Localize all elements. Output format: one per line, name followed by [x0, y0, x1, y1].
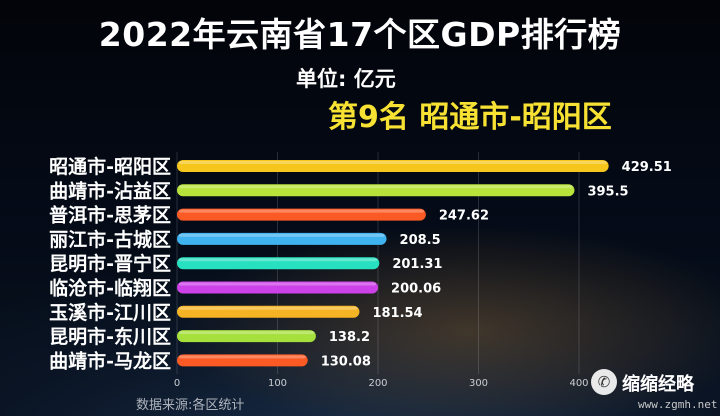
- category-label: 昆明市-东川区: [49, 325, 171, 348]
- value-label: 395.5: [587, 184, 628, 199]
- category-label: 曲靖市-沾益区: [49, 179, 171, 202]
- unit-label: 单位: 亿元: [296, 67, 396, 91]
- bar: [177, 354, 308, 367]
- bar: [177, 232, 387, 245]
- bar-highlight: [179, 233, 385, 237]
- category-label: 临沧市-临翔区: [49, 277, 171, 300]
- bar-highlight: [179, 161, 607, 164]
- bar: [177, 330, 316, 343]
- category-label: 玉溪市-江川区: [49, 301, 171, 324]
- bar-highlight: [179, 306, 358, 310]
- category-label: 昭通市-昭阳区: [49, 155, 171, 178]
- category-label: 曲靖市-马龙区: [49, 349, 171, 372]
- category-label: 昆明市-晋宁区: [49, 252, 171, 275]
- wechat-icon: ✆: [591, 369, 617, 395]
- value-label: 429.51: [622, 160, 672, 175]
- rank-highlight: 第9名 昭通市-昭阳区: [328, 100, 612, 135]
- value-label: 208.5: [400, 233, 441, 248]
- bar: [177, 208, 426, 221]
- value-label: 200.06: [391, 282, 441, 297]
- watermark-text: 缩缩经略: [622, 374, 694, 395]
- bar: [177, 305, 360, 318]
- bar-highlight: [179, 209, 424, 213]
- bar-highlight: [179, 185, 573, 189]
- x-tick-label: 100: [268, 378, 287, 389]
- x-tick-label: 200: [368, 378, 387, 389]
- x-tick-label: 0: [174, 378, 180, 389]
- bar-highlight: [179, 331, 314, 335]
- value-label: 201.31: [392, 257, 442, 272]
- bar-highlight: [179, 282, 377, 286]
- x-tick-label: 300: [469, 378, 488, 389]
- x-tick-label: 400: [569, 378, 588, 389]
- value-label: 247.62: [439, 209, 489, 224]
- value-label: 181.54: [372, 306, 422, 321]
- source-note: 数据来源:各区统计: [136, 398, 245, 413]
- bar-highlight: [179, 355, 306, 359]
- value-label: 138.2: [329, 330, 370, 345]
- bar: [177, 184, 575, 197]
- category-label: 普洱市-思茅区: [49, 204, 171, 227]
- bar-highlight: [179, 258, 378, 262]
- category-label: 丽江市-古城区: [49, 228, 171, 251]
- bar: [177, 160, 609, 172]
- bar: [177, 257, 380, 270]
- watermark-url: www.zgmh.net: [638, 398, 718, 411]
- value-label: 130.08: [321, 354, 371, 369]
- bar: [177, 281, 379, 294]
- page-title: 2022年云南省17个区GDP排行榜: [98, 15, 622, 54]
